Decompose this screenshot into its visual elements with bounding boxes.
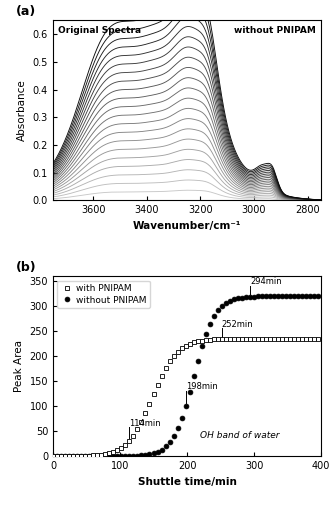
- with PNIPAM: [111, 449, 115, 455]
- X-axis label: Shuttle time/min: Shuttle time/min: [138, 477, 236, 487]
- with PNIPAM: [172, 353, 176, 359]
- Text: (a): (a): [16, 6, 36, 18]
- without PNIPAM: [51, 453, 55, 459]
- with PNIPAM: [160, 373, 164, 379]
- Text: 294min: 294min: [250, 277, 282, 286]
- with PNIPAM: [316, 336, 320, 342]
- without PNIPAM: [316, 293, 320, 299]
- without PNIPAM: [300, 293, 304, 299]
- without PNIPAM: [172, 433, 176, 440]
- Line: with PNIPAM: with PNIPAM: [51, 337, 321, 458]
- Text: 252min: 252min: [222, 319, 254, 329]
- Legend: with PNIPAM, without PNIPAM: with PNIPAM, without PNIPAM: [58, 281, 150, 308]
- Text: (b): (b): [16, 261, 36, 274]
- Y-axis label: Peak Area: Peak Area: [14, 340, 24, 392]
- with PNIPAM: [252, 336, 256, 342]
- with PNIPAM: [91, 452, 95, 458]
- Text: 198min: 198min: [186, 382, 217, 391]
- Text: without PNIPAM: without PNIPAM: [234, 26, 316, 34]
- Text: Original Spectra: Original Spectra: [58, 26, 141, 34]
- Line: without PNIPAM: without PNIPAM: [51, 294, 321, 459]
- Text: OH band of water: OH band of water: [201, 431, 280, 440]
- Y-axis label: Absorbance: Absorbance: [17, 80, 27, 141]
- with PNIPAM: [51, 453, 55, 459]
- without PNIPAM: [111, 453, 115, 459]
- without PNIPAM: [91, 453, 95, 459]
- with PNIPAM: [300, 336, 304, 342]
- X-axis label: Wavenumber/cm⁻¹: Wavenumber/cm⁻¹: [133, 221, 241, 231]
- Text: 114min: 114min: [129, 419, 161, 427]
- without PNIPAM: [252, 294, 256, 300]
- without PNIPAM: [160, 447, 164, 453]
